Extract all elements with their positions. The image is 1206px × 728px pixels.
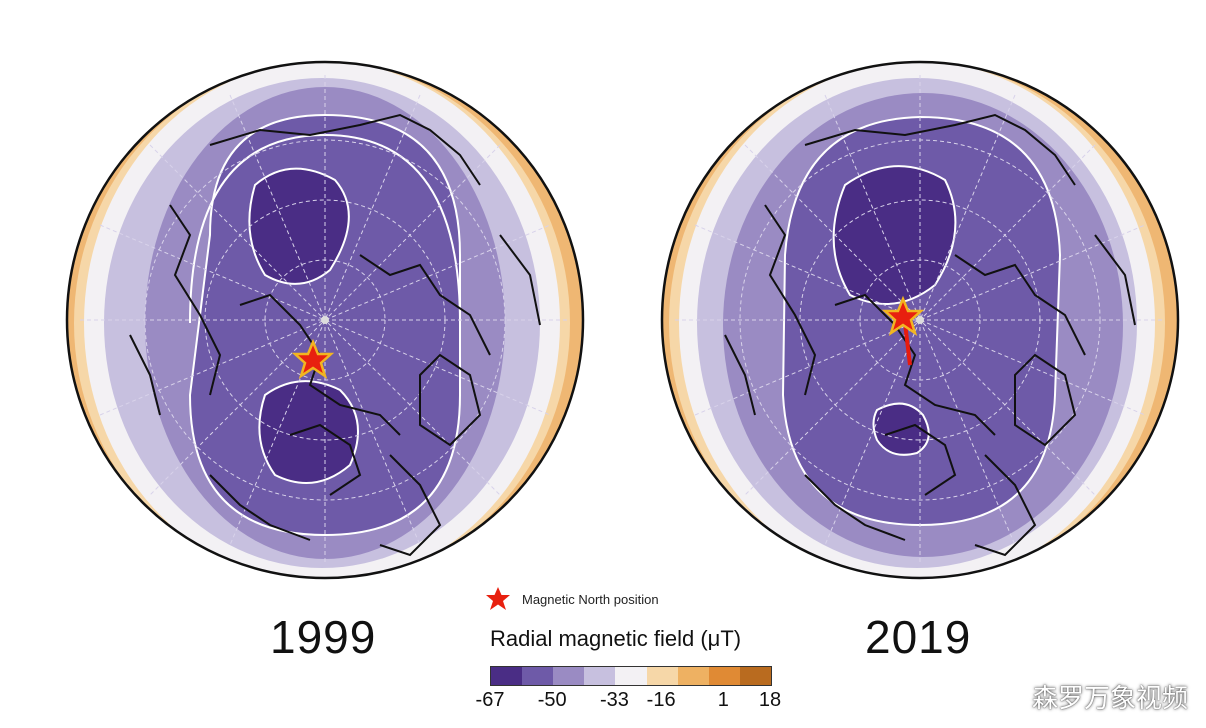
map-1999 (65, 60, 585, 580)
colorbar-tick-label: -33 (599, 689, 629, 711)
colorbar-cell (708, 667, 740, 685)
colorbar-cell (646, 667, 678, 685)
watermark: 森罗万象视频 (1031, 684, 1188, 714)
red-star-icon (486, 587, 510, 610)
colorbar-tick-label: -67 (475, 689, 505, 711)
colorbar-cell (615, 667, 647, 685)
colorbar-tick-label: 1 (717, 689, 729, 711)
colorbar (490, 666, 772, 686)
colorbar-title: Radial magnetic field (μT) (490, 626, 742, 651)
map-2019 (660, 60, 1180, 580)
colorbar-cell (584, 667, 616, 685)
north-pole-dot (916, 316, 924, 324)
colorbar-ticks: -67 -50 -33 -16 1 18 (470, 689, 790, 715)
globe-2019 (655, 55, 1185, 585)
colorbar-cell (553, 667, 585, 685)
year-label-1999: 1999 (270, 611, 377, 663)
magnetic-north-star-1999 (291, 338, 335, 379)
legend-marker: Magnetic North position (484, 585, 659, 613)
north-pole-dot (321, 316, 329, 324)
colorbar-cell (491, 667, 523, 685)
year-label-2019: 2019 (865, 611, 972, 663)
magnetic-north-star-2019 (881, 295, 925, 336)
colorbar-tick-label: -50 (537, 689, 567, 711)
colorbar-tick-label: 18 (758, 689, 782, 711)
legend-marker-label: Magnetic North position (522, 591, 659, 607)
colorbar-tick-label: -16 (646, 689, 676, 711)
globe-1999 (60, 55, 590, 585)
colorbar-cell (522, 667, 554, 685)
colorbar-cell (739, 667, 771, 685)
pole-drift-line (903, 322, 912, 366)
colorbar-cell (677, 667, 709, 685)
